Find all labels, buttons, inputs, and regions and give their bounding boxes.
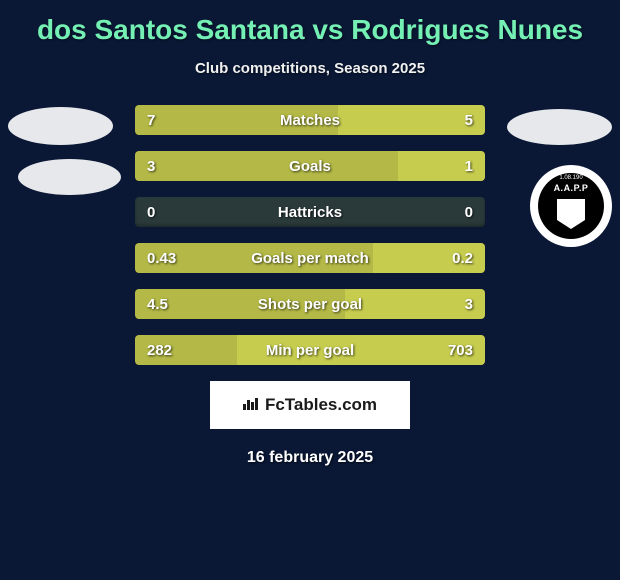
club-logo-inner: 1.08.190 A.A.P.P bbox=[538, 173, 604, 239]
stat-bar-row: 0.430.2Goals per match bbox=[135, 243, 485, 273]
right-club-logo: 1.08.190 A.A.P.P bbox=[530, 165, 612, 247]
left-player-silhouette-body bbox=[18, 159, 121, 195]
stat-bar-row: 75Matches bbox=[135, 105, 485, 135]
club-logo-arc-text: 1.08.190 bbox=[559, 175, 582, 181]
stat-bar-row: 31Goals bbox=[135, 151, 485, 181]
stat-bar-row: 282703Min per goal bbox=[135, 335, 485, 365]
right-player-silhouette-head bbox=[507, 109, 612, 145]
page-title: dos Santos Santana vs Rodrigues Nunes bbox=[0, 0, 620, 46]
club-logo-text: A.A.P.P bbox=[554, 183, 589, 193]
stat-label: Goals per match bbox=[135, 243, 485, 273]
brand-badge: FcTables.com bbox=[210, 381, 410, 429]
club-logo-shield-icon bbox=[557, 199, 585, 229]
stat-label: Matches bbox=[135, 105, 485, 135]
stat-label: Hattricks bbox=[135, 197, 485, 227]
brand-chart-icon bbox=[243, 396, 259, 414]
stat-label: Shots per goal bbox=[135, 289, 485, 319]
left-player-silhouette-head bbox=[8, 107, 113, 145]
footer-date: 16 february 2025 bbox=[0, 449, 620, 467]
subtitle: Club competitions, Season 2025 bbox=[0, 60, 620, 77]
comparison-area: 1.08.190 A.A.P.P 75Matches 31Goals 00Hattr… bbox=[0, 105, 620, 365]
stat-label: Min per goal bbox=[135, 335, 485, 365]
stat-bar-row: 4.53Shots per goal bbox=[135, 289, 485, 319]
stat-bar-row: 00Hattricks bbox=[135, 197, 485, 227]
brand-text: FcTables.com bbox=[265, 395, 377, 415]
stat-label: Goals bbox=[135, 151, 485, 181]
stat-bars: 75Matches 31Goals 00Hattricks 0.430.2Goals … bbox=[135, 105, 485, 365]
